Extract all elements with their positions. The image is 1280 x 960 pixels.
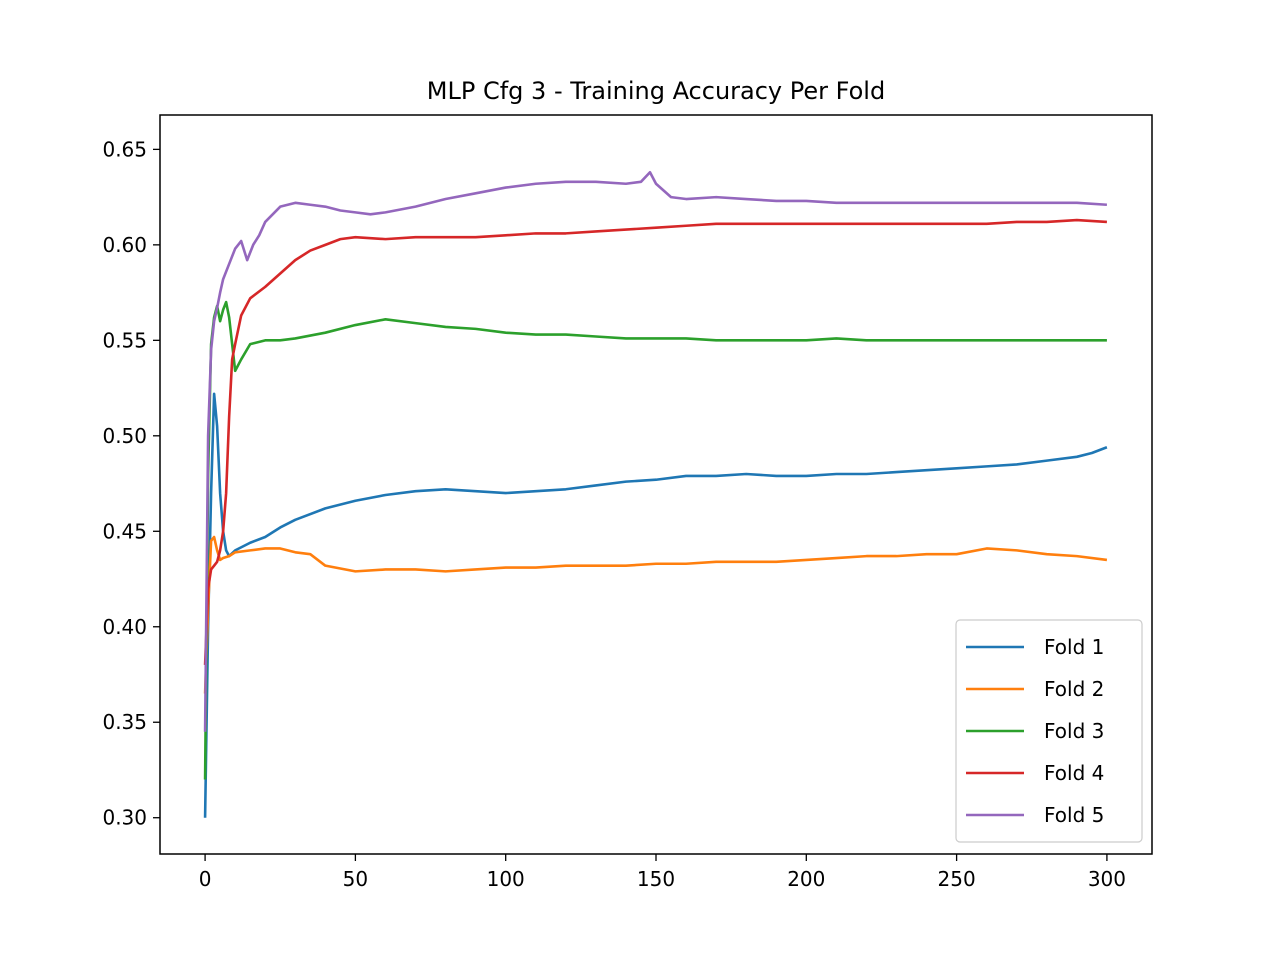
x-tick-label: 250 <box>938 867 976 891</box>
series-line-fold-5 <box>203 170 1107 732</box>
y-tick-label: 0.65 <box>102 137 147 161</box>
legend-label: Fold 1 <box>1044 635 1104 659</box>
x-tick-label: 0 <box>199 867 212 891</box>
x-tick-label: 150 <box>637 867 675 891</box>
x-tick-label: 300 <box>1088 867 1126 891</box>
legend-label: Fold 2 <box>1044 677 1104 701</box>
series-line-fold-1 <box>203 392 1108 818</box>
series-layer <box>203 170 1108 818</box>
series-line-fold-3 <box>203 300 1107 780</box>
chart-title: MLP Cfg 3 - Training Accuracy Per Fold <box>427 77 885 105</box>
legend-label: Fold 4 <box>1044 761 1104 785</box>
y-tick-label: 0.45 <box>102 519 147 543</box>
x-tick-label: 200 <box>787 867 825 891</box>
legend-box <box>955 619 1143 843</box>
series-line-fold-4 <box>203 218 1107 666</box>
y-tick-label: 0.50 <box>102 424 147 448</box>
x-axis: 0 50 100 150 200 250 300 <box>199 854 1126 891</box>
y-tick-label: 0.60 <box>102 233 147 257</box>
legend: Fold 1 Fold 2 Fold 3 Fold 4 Fold 5 <box>955 619 1143 843</box>
y-tick-label: 0.40 <box>102 615 147 639</box>
series-line-fold-2 <box>203 535 1108 694</box>
y-tick-label: 0.55 <box>102 328 147 352</box>
x-tick-label: 50 <box>343 867 368 891</box>
legend-label: Fold 3 <box>1044 719 1104 743</box>
y-tick-label: 0.35 <box>102 710 147 734</box>
y-tick-label: 0.30 <box>102 806 147 830</box>
x-tick-label: 100 <box>487 867 525 891</box>
y-axis: 0.30 0.35 0.40 0.45 0.50 0.55 0.60 0.65 <box>102 137 160 830</box>
legend-label: Fold 5 <box>1044 803 1104 827</box>
